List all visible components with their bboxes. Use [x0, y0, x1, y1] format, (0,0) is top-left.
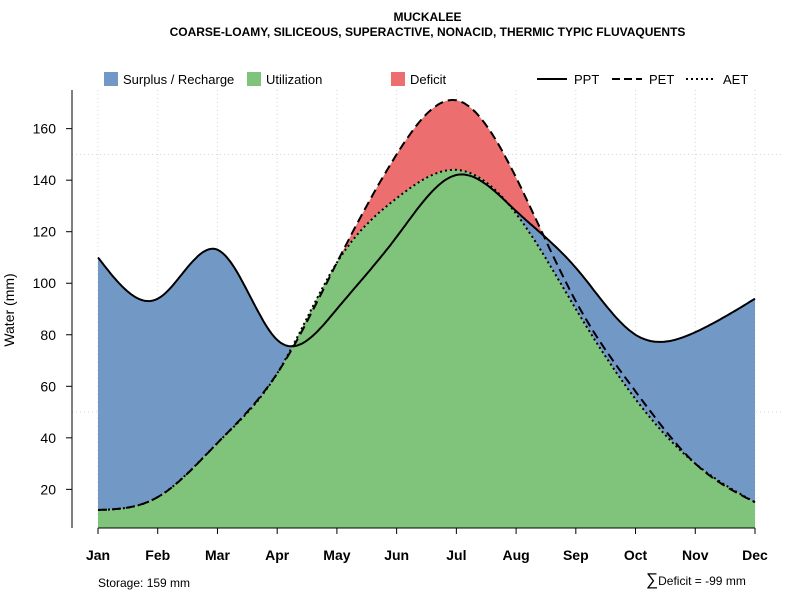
- legend-label: AET: [723, 72, 748, 87]
- series-line-pet: [97, 99, 756, 511]
- y-tick-label: 100: [33, 275, 57, 291]
- y-tick-label: 120: [33, 224, 57, 240]
- legend-label: Surplus / Recharge: [123, 72, 234, 87]
- x-tick-label: Jul: [446, 547, 466, 563]
- x-tick-label: Jun: [384, 547, 409, 563]
- legend-label: Utilization: [266, 72, 322, 87]
- series-line-ppt: [97, 173, 756, 348]
- x-tick-label: Oct: [624, 547, 648, 563]
- y-tick-label: 160: [33, 121, 57, 137]
- deficit-text: Deficit = -99 mm: [658, 574, 746, 588]
- surplus-area: [98, 169, 755, 511]
- x-tick-label: Dec: [742, 547, 768, 563]
- sigma-icon: ∑: [646, 570, 659, 589]
- storage-label: Storage: 159 mm: [98, 576, 191, 590]
- series-lines: [97, 99, 756, 511]
- utilization-area: [98, 169, 755, 529]
- axes: 20 40 60 80 100 120 140 160 Jan Feb Mar Apr May Jun Ju…: [1, 90, 768, 563]
- chart-subtitle: COARSE-LOAMY, SILICEOUS, SUPERACTIVE, NO…: [169, 25, 686, 39]
- legend-label: PPT: [574, 72, 599, 87]
- x-tick-label: Jan: [86, 547, 110, 563]
- legend-swatch: [391, 72, 405, 86]
- x-tick-label: Aug: [502, 547, 529, 563]
- chart-title: MUCKALEE: [393, 10, 462, 24]
- legend-label: Deficit: [410, 72, 447, 87]
- legend-swatch: [104, 72, 118, 86]
- legend: Surplus / Recharge Utilization Deficit PPT P…: [104, 72, 748, 87]
- x-tick-label: Apr: [265, 547, 290, 563]
- x-tick-label: Mar: [205, 547, 230, 563]
- y-tick-label: 40: [40, 430, 56, 446]
- area-layers: [98, 100, 755, 529]
- x-tick-label: May: [323, 547, 350, 563]
- legend-label: PET: [649, 72, 674, 87]
- x-tick-label: Nov: [682, 547, 709, 563]
- y-tick-label: 140: [33, 172, 57, 188]
- y-tick-label: 80: [40, 327, 56, 343]
- y-tick-label: 20: [40, 481, 56, 497]
- legend-swatch: [247, 72, 261, 86]
- deficit-label: ∑Deficit = -99 mm: [646, 570, 746, 590]
- series-line-aet: [97, 168, 756, 511]
- x-tick-label: Feb: [145, 547, 170, 563]
- x-tick-label: Sep: [563, 547, 589, 563]
- y-axis-label: Water (mm): [1, 273, 17, 346]
- y-tick-label: 60: [40, 378, 56, 394]
